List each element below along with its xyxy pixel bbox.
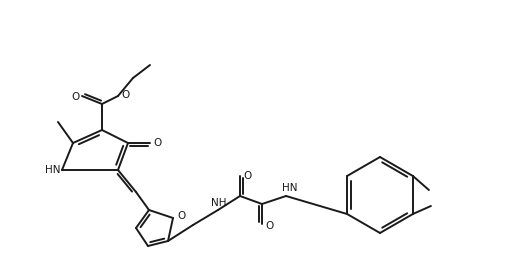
Text: HN: HN xyxy=(282,183,298,193)
Text: O: O xyxy=(121,90,129,100)
Text: O: O xyxy=(71,92,79,102)
Text: NH: NH xyxy=(211,198,227,208)
Text: O: O xyxy=(266,221,274,231)
Text: O: O xyxy=(244,171,252,181)
Text: O: O xyxy=(177,211,185,221)
Text: HN: HN xyxy=(45,165,61,175)
Text: O: O xyxy=(154,138,162,148)
